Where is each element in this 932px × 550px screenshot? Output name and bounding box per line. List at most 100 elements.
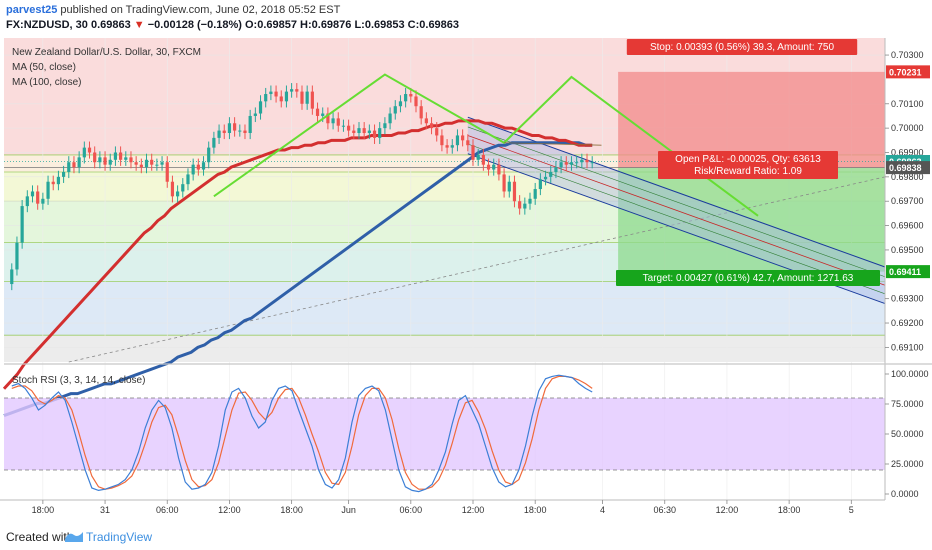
candle-body: [585, 159, 589, 163]
candle-body: [30, 191, 35, 197]
candle-body: [119, 152, 123, 160]
candle-body: [305, 91, 309, 104]
candle-body: [398, 101, 403, 107]
chart-title: New Zealand Dollar/U.S. Dollar, 30, FXCM: [12, 47, 201, 58]
pnl-label[interactable]: Open P&L: -0.00025, Qty: 63613Risk/Rewar…: [658, 151, 838, 179]
price-badge: 0.69838: [886, 161, 930, 175]
candle-body: [279, 96, 283, 102]
candle-body: [471, 145, 475, 160]
rsi-tick-label: 25.0000: [891, 459, 924, 469]
price-tick-label: 0.69300: [891, 294, 924, 304]
price-tick-label: 0.70000: [891, 123, 924, 133]
author-link[interactable]: parvest25: [6, 4, 58, 16]
candle-body: [144, 159, 149, 168]
chart-header: parvest25 published on TradingView.com, …: [0, 0, 932, 36]
trendline-dashed[interactable]: [68, 176, 886, 363]
pnl-label-text: Open P&L: -0.00025, Qty: 63613: [675, 154, 821, 165]
candle-body: [87, 147, 92, 153]
channel-median: [467, 135, 886, 286]
candle-body: [129, 157, 133, 163]
candle-body: [139, 164, 143, 168]
candle-body: [269, 91, 273, 95]
pattern-ref-line: [504, 142, 602, 146]
publish-text: published on TradingView.com, June 02, 2…: [57, 4, 341, 16]
candle-body: [233, 123, 237, 131]
candle-body: [357, 128, 361, 134]
candle-body: [507, 181, 511, 192]
chart-canvas[interactable]: Stoch RSI (3, 3, 14, 14, close) 0.70300 0…: [0, 38, 932, 524]
candle-body: [243, 130, 247, 134]
candle-body: [383, 123, 387, 129]
candle-body: [201, 162, 206, 170]
time-tick-label: 31: [100, 505, 110, 515]
price-tick-label: 0.70300: [891, 50, 924, 60]
candle-body: [580, 159, 584, 163]
time-tick-label: 18:00: [32, 505, 55, 515]
tradingview-brand[interactable]: TradingView: [86, 530, 153, 544]
candle-body: [196, 164, 200, 170]
target-label-text: Target: 0.00427 (0.61%) 42.7, Amount: 12…: [643, 273, 854, 284]
candle-body: [461, 135, 465, 141]
time-tick-label: 18:00: [280, 505, 303, 515]
price-badge-label: 0.70231: [889, 67, 922, 77]
ma50-line[interactable]: [2, 119, 593, 390]
price-tick-label: 0.69200: [891, 318, 924, 328]
candle-body: [564, 162, 568, 165]
candle-body: [264, 94, 268, 102]
target-zone[interactable]: [618, 167, 885, 272]
channel-inner-line: [467, 143, 886, 295]
target-label[interactable]: Target: 0.00427 (0.61%) 42.7, Amount: 12…: [616, 270, 880, 286]
price-tick-label: 0.69600: [891, 221, 924, 231]
ohlc-values: O:0.69857 H:0.69876 L:0.69853 C:0.69863: [245, 19, 460, 31]
rsi-k-line[interactable]: [11, 374, 593, 493]
chart-area[interactable]: Stoch RSI (3, 3, 14, 14, close) 0.70300 0…: [0, 38, 932, 524]
channel-inner-line: [467, 126, 886, 278]
candle-body: [554, 167, 558, 172]
price-badge-bg: [886, 65, 930, 79]
candle-body: [41, 198, 45, 204]
price-badge-label: 0.69838: [889, 163, 922, 173]
candle-body: [238, 130, 242, 132]
candle-body: [212, 137, 216, 148]
time-tick-label: 18:00: [524, 505, 547, 515]
candle-body: [378, 128, 382, 138]
time-tick-label: 4: [600, 505, 605, 515]
stop-label[interactable]: Stop: 0.00393 (0.56%) 39.3, Amount: 750: [626, 39, 858, 55]
rsi-tick-label: 50.0000: [891, 429, 924, 439]
time-tick-label: 12:00: [716, 505, 739, 515]
stop-label-bg: [626, 39, 858, 55]
candle-body: [155, 164, 159, 166]
candle-body: [538, 179, 542, 190]
candle-body: [435, 128, 439, 136]
candle-body: [321, 113, 325, 116]
candle-body: [56, 176, 61, 185]
candle-body: [575, 162, 579, 164]
candle-body: [543, 176, 548, 180]
candle-body: [404, 94, 408, 102]
candle-body: [341, 125, 346, 127]
ma50-legend: MA (50, close): [12, 62, 76, 73]
candle-body: [290, 89, 294, 92]
candle-body: [222, 130, 226, 134]
candle-body: [352, 130, 356, 134]
candle-body: [440, 135, 444, 146]
time-tick-label: 06:00: [156, 505, 179, 515]
price-tick-label: 0.69800: [891, 172, 924, 182]
candle-body: [248, 115, 252, 134]
candle-body: [372, 130, 377, 138]
candle-body: [108, 159, 112, 165]
ma100-line[interactable]: [3, 141, 593, 418]
candle-body: [72, 162, 76, 168]
candle-body: [497, 164, 501, 175]
candle-body: [559, 162, 563, 168]
candle-body: [93, 152, 97, 163]
candle-body: [476, 154, 480, 160]
time-tick-label: 06:30: [653, 505, 676, 515]
pnl-label-bg: [658, 151, 838, 179]
pnl-label-text: Risk/Reward Ratio: 1.09: [694, 166, 802, 177]
price-tick-label: 0.69900: [891, 147, 924, 157]
candle-body: [336, 118, 340, 126]
price-tick-label: 0.70100: [891, 99, 924, 109]
last-price: 0.69863: [90, 19, 131, 31]
candle-body: [409, 94, 413, 97]
